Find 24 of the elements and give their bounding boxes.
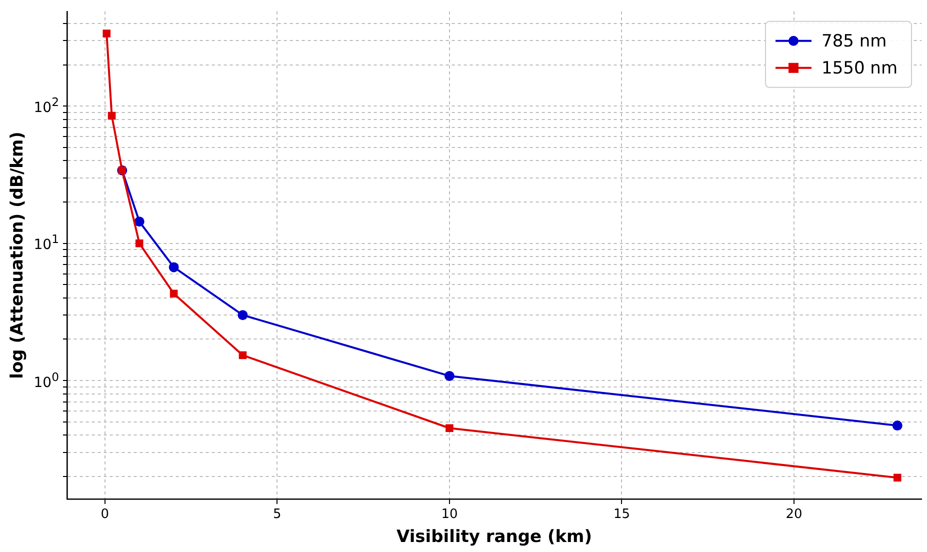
y-tick-label: 10$^{2}$ bbox=[34, 95, 59, 116]
point bbox=[102, 30, 111, 38]
point bbox=[892, 420, 902, 431]
point bbox=[134, 216, 144, 227]
x-tick-label: 20 bbox=[786, 507, 802, 522]
point bbox=[135, 239, 144, 248]
y-tick-label: 10$^{0}$ bbox=[34, 370, 59, 390]
point bbox=[446, 424, 454, 432]
legend-label: 785 nm bbox=[822, 31, 887, 52]
x-tick-label: 10 bbox=[441, 507, 458, 522]
y-tick-label: 10$^{1}$ bbox=[34, 232, 59, 254]
point bbox=[238, 351, 247, 360]
point bbox=[170, 290, 178, 298]
point bbox=[444, 370, 454, 381]
x-tick-label: 0 bbox=[100, 507, 110, 522]
point bbox=[893, 474, 902, 482]
x-tick-label: 5 bbox=[273, 507, 282, 522]
point bbox=[108, 112, 116, 120]
x-axis-title: Visibility range (km) bbox=[396, 527, 592, 548]
x-tick-label: 15 bbox=[613, 507, 630, 522]
point bbox=[238, 310, 248, 320]
legend-label: 1550 nm bbox=[822, 58, 898, 78]
y-axis-title: log (Attenuation) (dB/km) bbox=[8, 132, 28, 379]
point bbox=[168, 262, 179, 272]
